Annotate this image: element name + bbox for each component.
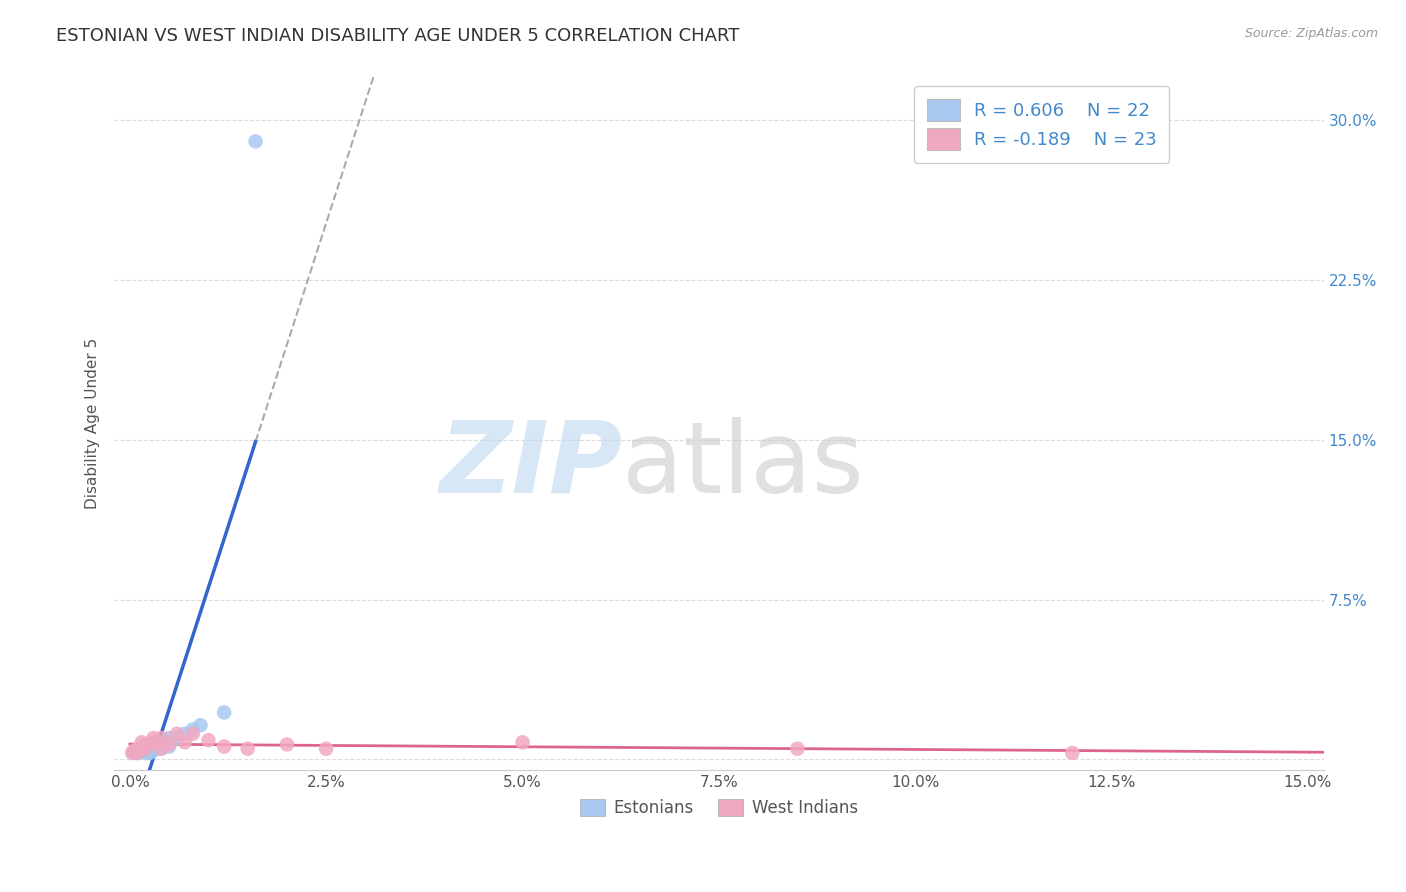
Y-axis label: Disability Age Under 5: Disability Age Under 5	[86, 338, 100, 509]
Point	[786, 741, 808, 756]
Point	[142, 735, 165, 749]
Point	[1062, 746, 1084, 760]
Point	[173, 735, 195, 749]
Point	[142, 735, 165, 749]
Point	[135, 741, 157, 756]
Legend: Estonians, West Indians: Estonians, West Indians	[574, 792, 865, 824]
Text: Source: ZipAtlas.com: Source: ZipAtlas.com	[1244, 27, 1378, 40]
Text: ESTONIAN VS WEST INDIAN DISABILITY AGE UNDER 5 CORRELATION CHART: ESTONIAN VS WEST INDIAN DISABILITY AGE U…	[56, 27, 740, 45]
Point	[512, 735, 534, 749]
Point	[157, 738, 180, 752]
Point	[150, 731, 173, 745]
Point	[236, 741, 259, 756]
Point	[122, 744, 145, 758]
Point	[127, 746, 149, 760]
Point	[127, 741, 149, 756]
Point	[121, 746, 143, 760]
Point	[190, 718, 212, 732]
Point	[135, 741, 157, 756]
Point	[157, 739, 180, 754]
Point	[135, 746, 157, 760]
Text: ZIP: ZIP	[439, 417, 621, 514]
Point	[150, 741, 173, 756]
Point	[173, 727, 195, 741]
Point	[150, 741, 173, 756]
Point	[142, 744, 165, 758]
Point	[181, 727, 204, 741]
Point	[166, 731, 188, 745]
Point	[135, 738, 157, 752]
Point	[212, 706, 235, 720]
Point	[127, 746, 149, 760]
Point	[142, 739, 165, 754]
Point	[142, 731, 165, 745]
Point	[197, 733, 219, 747]
Point	[150, 738, 173, 752]
Point	[245, 134, 267, 148]
Point	[276, 738, 298, 752]
Point	[157, 731, 180, 745]
Point	[127, 744, 149, 758]
Point	[212, 739, 235, 754]
Point	[131, 744, 153, 758]
Point	[166, 727, 188, 741]
Point	[315, 741, 337, 756]
Point	[146, 735, 169, 749]
Point	[157, 735, 180, 749]
Point	[131, 735, 153, 749]
Point	[181, 723, 204, 737]
Text: atlas: atlas	[621, 417, 863, 514]
Point	[122, 746, 145, 760]
Point	[138, 746, 160, 760]
